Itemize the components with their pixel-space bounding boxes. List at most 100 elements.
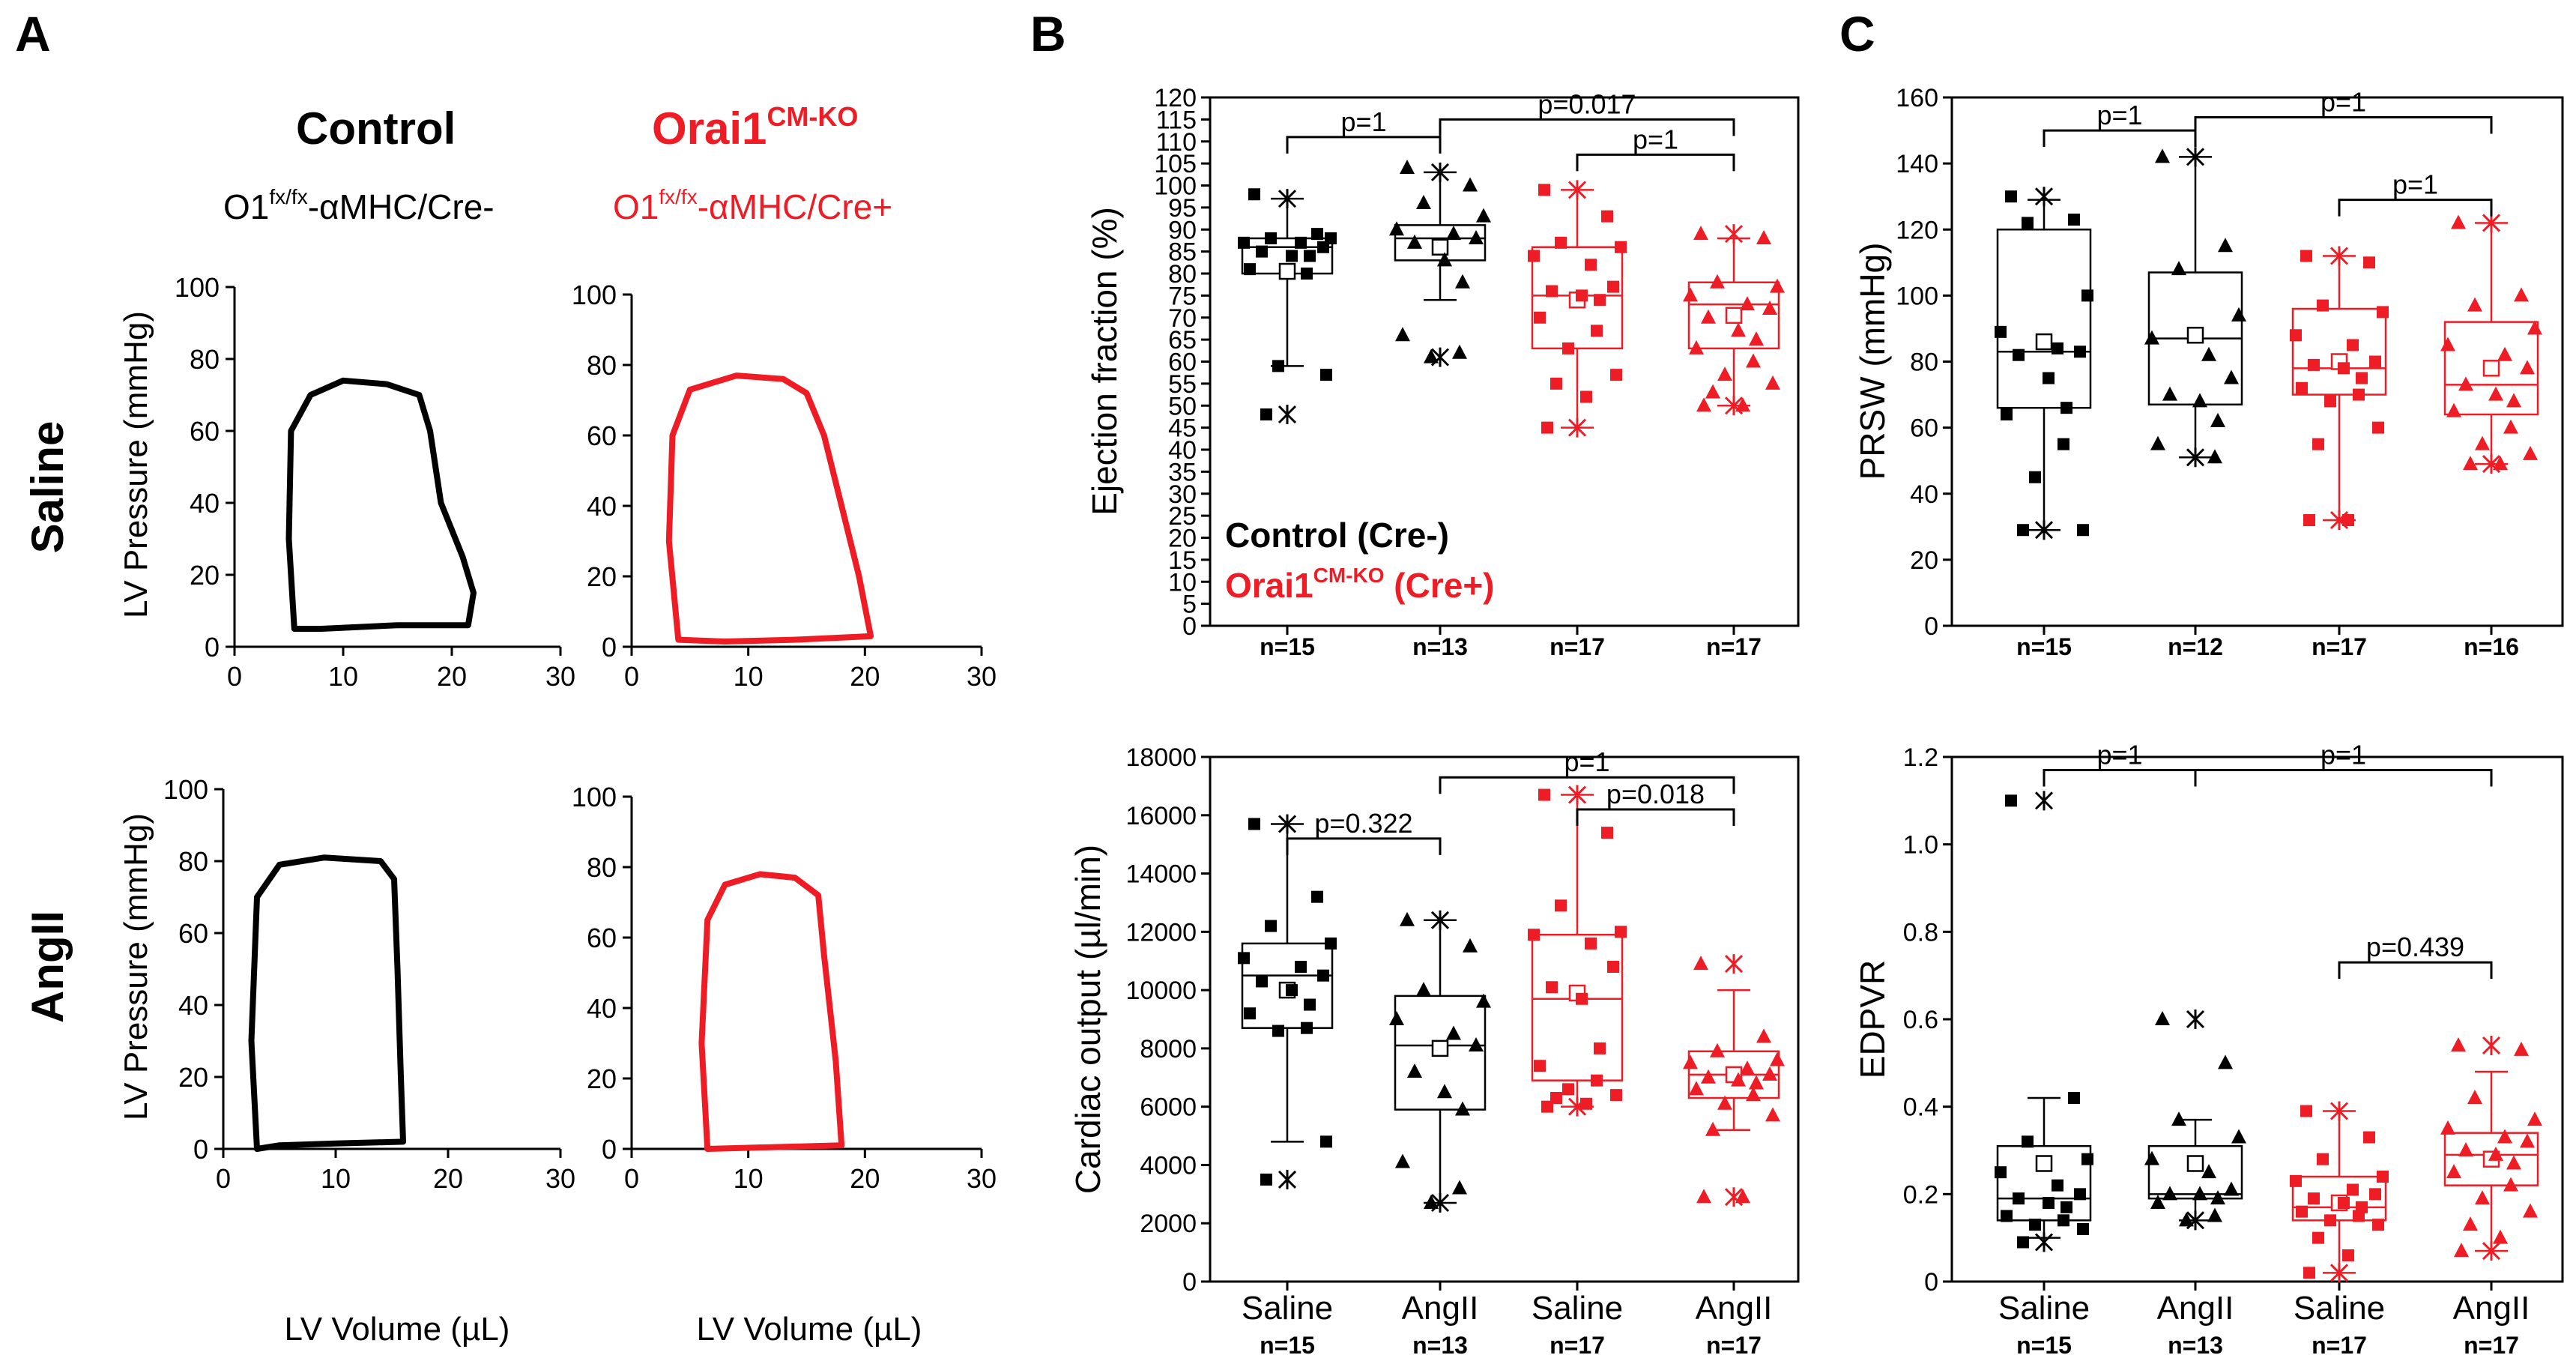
y-tick-label: 45 (1168, 414, 1197, 443)
data-point (2296, 1205, 2308, 1218)
y-tick-label: 60 (1168, 348, 1197, 377)
data-point (2207, 1207, 2222, 1222)
mean-marker (2186, 327, 2204, 344)
data-point (2290, 329, 2302, 342)
data-point (2527, 320, 2542, 335)
data-point (2372, 421, 2384, 434)
significance-bracket (2338, 961, 2493, 980)
c-group-label-4: AngII (2453, 1290, 2530, 1327)
b-group-n-4: n=17 (1706, 1332, 1762, 1359)
data-point (2179, 1212, 2194, 1227)
data-point (2210, 412, 2225, 427)
p-value-label: p=1 (2096, 740, 2142, 770)
data-point (2312, 438, 2324, 450)
y-tick-label: 70 (1168, 304, 1197, 333)
y-axis-label: EDPVR (1853, 960, 1892, 1078)
y-tick-label: 20 (1910, 546, 1938, 575)
data-point (1576, 289, 1588, 302)
y-tick-label: 12000 (1125, 918, 1197, 947)
data-point (1746, 1087, 1761, 1102)
x-tick-label: 20 (433, 1163, 463, 1194)
data-point (2224, 1181, 2239, 1196)
data-point (2308, 1192, 2320, 1205)
data-point (2312, 1231, 2324, 1244)
mean-marker (2482, 360, 2500, 377)
x-tick-label: 20 (850, 661, 880, 692)
y-tick-label: 5 (1182, 591, 1197, 619)
y-tick-label: 95 (1168, 194, 1197, 223)
extreme-marker (2034, 791, 2054, 811)
data-point (1696, 1189, 1711, 1204)
significance-bracket (1439, 118, 1735, 136)
x-tick-label: 30 (967, 661, 997, 692)
data-point (2463, 456, 2478, 471)
legend-ko-sup: CM-KO (1313, 564, 1385, 587)
pv-xlabel-ko: LV Volume (µL) (697, 1311, 922, 1348)
prsw-n-3: n=17 (2312, 633, 2367, 660)
data-point (1770, 278, 1785, 293)
data-point (2231, 1129, 2246, 1144)
y-tick-label: 20 (587, 561, 617, 592)
data-point (1580, 1097, 1592, 1110)
mean-marker (1278, 262, 1296, 280)
data-point (2077, 524, 2089, 537)
data-point (1469, 230, 1484, 244)
p-value-label: p=1 (2320, 740, 2366, 770)
p-value-label: p=0.017 (1538, 88, 1636, 119)
p-value-label: p=1 (1564, 746, 1609, 777)
y-tick-label: 80 (587, 350, 617, 381)
data-point (1528, 929, 1540, 941)
box (1996, 229, 2092, 409)
data-point (2467, 297, 2482, 312)
data-point (2520, 360, 2535, 375)
data-point (1469, 1037, 1484, 1051)
b-group-n-3: n=17 (1549, 1332, 1605, 1359)
data-point (2081, 1153, 2093, 1165)
data-point (2171, 1111, 2186, 1126)
data-point (1765, 1107, 1780, 1122)
data-point (1295, 236, 1307, 249)
data-point (2342, 1249, 2354, 1261)
x-tick-label: 0 (216, 1163, 231, 1194)
data-point (1437, 1084, 1452, 1099)
c-group-label-1: Saline (1998, 1290, 2090, 1327)
x-tick-label: 10 (328, 661, 358, 692)
data-point (1311, 228, 1323, 241)
data-point (2503, 1177, 2518, 1192)
data-point (1238, 236, 1250, 249)
y-tick-label: 85 (1168, 238, 1197, 267)
data-point (1749, 331, 1764, 346)
data-point (2353, 388, 2365, 401)
box (2443, 1132, 2539, 1186)
data-point (2043, 1197, 2055, 1209)
y-tick-label: 120 (1154, 84, 1197, 112)
y-tick-label: 0.2 (1903, 1180, 1938, 1209)
data-point (2081, 289, 2093, 302)
data-point (2467, 1090, 2482, 1104)
data-point (2372, 1219, 2384, 1231)
data-point (2022, 1135, 2034, 1148)
ko-genotype-sup: fx/fx (659, 185, 697, 208)
data-point (2077, 1223, 2089, 1235)
data-point (2488, 1146, 2503, 1161)
data-point (1311, 890, 1323, 903)
y-tick-label: 75 (1168, 282, 1197, 310)
c-group-n-2: n=13 (2168, 1332, 2223, 1359)
data-point (2296, 381, 2308, 394)
y-tick-label: 0.8 (1903, 918, 1938, 947)
data-point (2454, 1243, 2469, 1258)
data-point (1317, 241, 1329, 253)
ko-title-sup: CM-KO (767, 101, 858, 132)
data-point (1610, 369, 1622, 381)
data-point (2001, 1210, 2013, 1222)
data-point (1740, 296, 1755, 311)
extreme-marker (2482, 213, 2501, 233)
x-tick-label: 10 (734, 1163, 764, 1194)
data-point (1576, 992, 1588, 1005)
p-value-label: p=0.322 (1314, 808, 1412, 839)
x-tick-label: 10 (734, 661, 764, 692)
data-point (2527, 1111, 2542, 1126)
y-tick-label: 1.0 (1903, 831, 1938, 860)
data-point (2497, 1129, 2512, 1144)
y-tick-label: 40 (178, 990, 208, 1021)
